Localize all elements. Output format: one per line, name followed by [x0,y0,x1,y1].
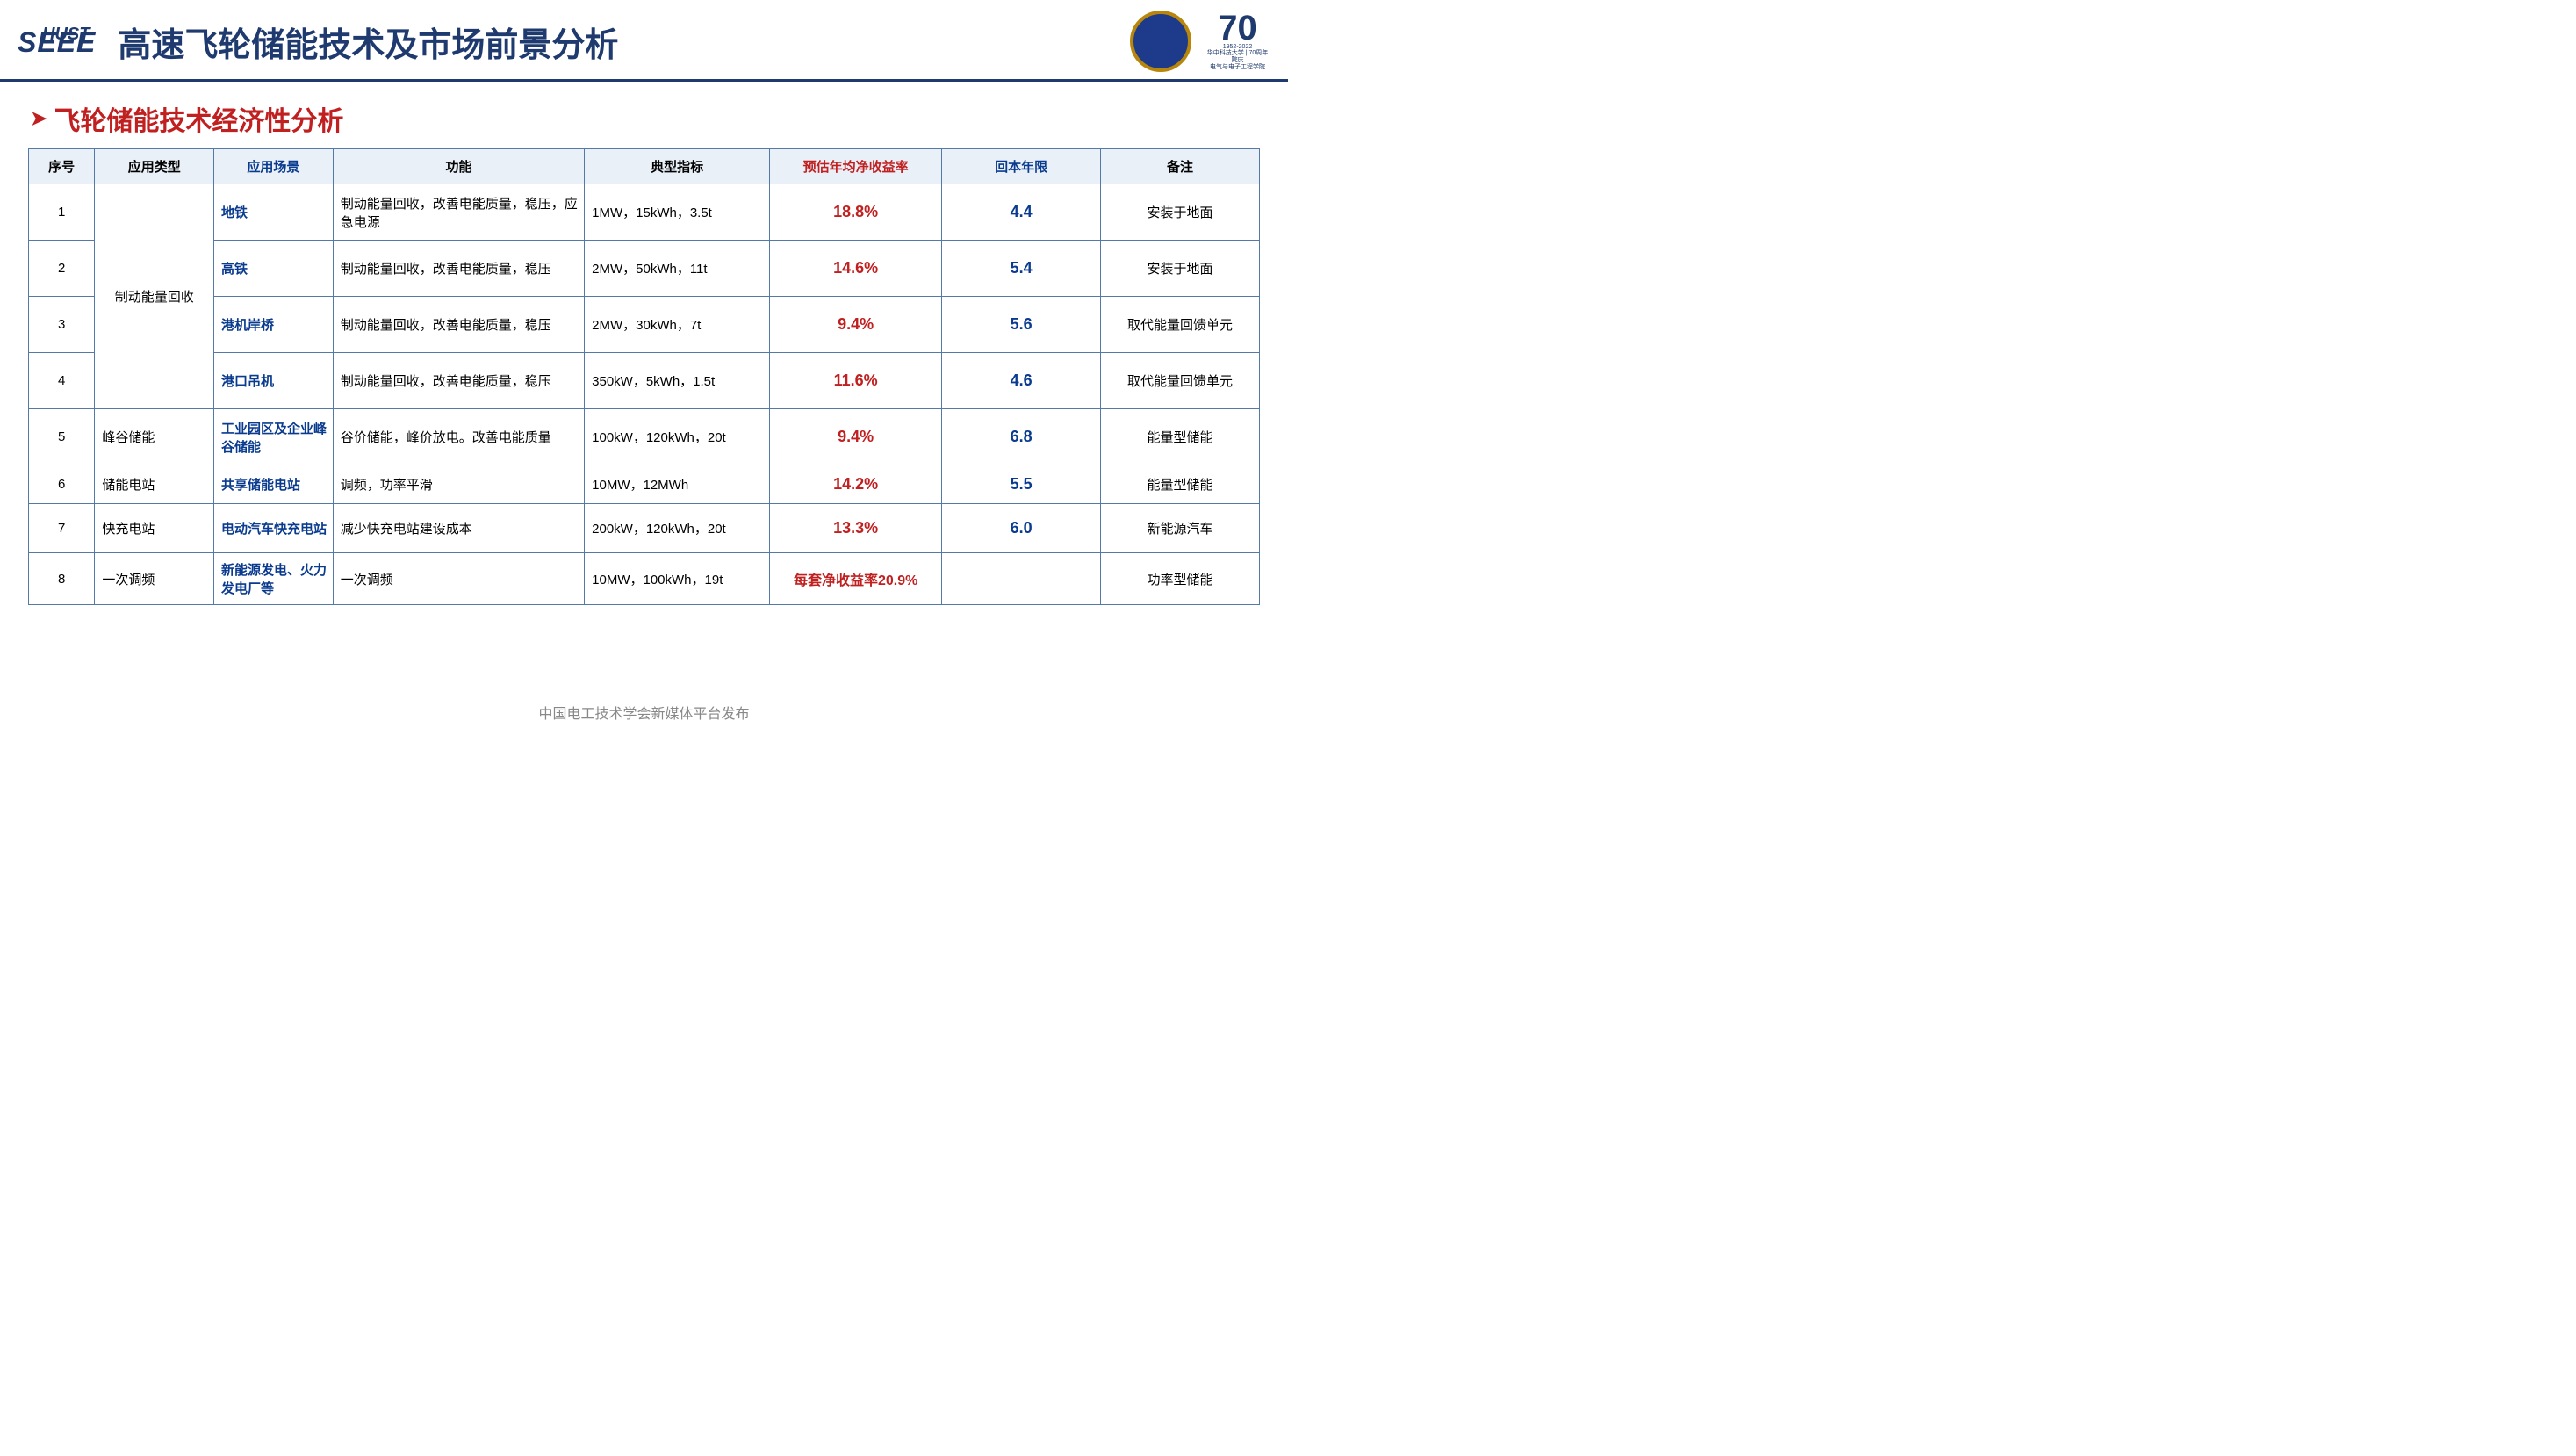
cell-years: 4.4 [942,184,1101,241]
table-row: 1 制动能量回收 地铁 制动能量回收，改善电能质量，稳压，应急电源 1MW，15… [29,184,1260,241]
cell-rate: 14.2% [770,465,942,504]
th-scene: 应用场景 [214,149,334,184]
cell-scene: 共享储能电站 [214,465,334,504]
cell-spec: 100kW，120kWh，20t [585,409,770,465]
th-func: 功能 [333,149,584,184]
cell-spec: 350kW，5kWh，1.5t [585,353,770,409]
table-header: 序号 应用类型 应用场景 功能 典型指标 预估年均净收益率 回本年限 备注 [29,149,1260,184]
cell-note: 安装于地面 [1101,184,1260,241]
cell-note: 取代能量回馈单元 [1101,297,1260,353]
cell-note: 取代能量回馈单元 [1101,353,1260,409]
cell-idx: 5 [29,409,95,465]
cell-idx: 7 [29,504,95,553]
cell-rate: 每套净收益率20.9% [770,553,942,605]
cell-rate: 9.4% [770,297,942,353]
cell-spec: 2MW，30kWh，7t [585,297,770,353]
cell-spec: 10MW，12MWh [585,465,770,504]
cell-scene: 港机岸桥 [214,297,334,353]
cell-idx: 3 [29,297,95,353]
cell-func: 制动能量回收，改善电能质量，稳压 [333,241,584,297]
cell-years: 6.8 [942,409,1101,465]
cell-func: 制动能量回收，改善电能质量，稳压，应急电源 [333,184,584,241]
cell-idx: 4 [29,353,95,409]
cell-scene: 港口吊机 [214,353,334,409]
cell-years: 6.0 [942,504,1101,553]
cell-spec: 10MW，100kWh，19t [585,553,770,605]
cell-func: 谷价储能，峰价放电。改善电能质量 [333,409,584,465]
cell-idx: 1 [29,184,95,241]
economics-table: 序号 应用类型 应用场景 功能 典型指标 预估年均净收益率 回本年限 备注 1 … [28,148,1260,605]
badge-70-number: 70 [1218,12,1257,44]
cell-type: 一次调频 [95,553,214,605]
th-type: 应用类型 [95,149,214,184]
section-heading: 飞轮储能技术经济性分析 [54,99,343,138]
cell-note: 功率型储能 [1101,553,1260,605]
cell-scene: 电动汽车快充电站 [214,504,334,553]
th-years: 回本年限 [942,149,1101,184]
cell-years: 5.6 [942,297,1101,353]
cell-note: 能量型储能 [1101,409,1260,465]
table-row: 8 一次调频 新能源发电、火力发电厂等 一次调频 10MW，100kWh，19t… [29,553,1260,605]
th-spec: 典型指标 [585,149,770,184]
cell-rate: 18.8% [770,184,942,241]
cell-idx: 2 [29,241,95,297]
cell-note: 新能源汽车 [1101,504,1260,553]
table-row: 3 港机岸桥 制动能量回收，改善电能质量，稳压 2MW，30kWh，7t 9.4… [29,297,1260,353]
cell-func: 减少快充电站建设成本 [333,504,584,553]
anniversary-70-badge: 70 1952-2022 华中科技大学 | 70周年院庆 电气与电子工程学院 [1205,11,1270,72]
cell-rate: 11.6% [770,353,942,409]
cell-func: 调频，功率平滑 [333,465,584,504]
cell-func: 制动能量回收，改善电能质量，稳压 [333,297,584,353]
cell-idx: 6 [29,465,95,504]
cell-func: 一次调频 [333,553,584,605]
cell-years [942,553,1101,605]
cell-idx: 8 [29,553,95,605]
page-title: 高速飞轮储能技术及市场前景分析 [118,18,1130,66]
cell-scene: 工业园区及企业峰谷储能 [214,409,334,465]
badge-70-line3: 电气与电子工程学院 [1210,64,1265,71]
university-seal-icon [1130,11,1191,72]
cell-spec: 1MW，15kWh，3.5t [585,184,770,241]
cell-note: 能量型储能 [1101,465,1260,504]
th-rate: 预估年均净收益率 [770,149,942,184]
th-note: 备注 [1101,149,1260,184]
cell-spec: 2MW，50kWh，11t [585,241,770,297]
hust-seee-logo: HUST SEEE [18,29,96,54]
cell-rate: 13.3% [770,504,942,553]
cell-type: 储能电站 [95,465,214,504]
header-badges: 70 1952-2022 华中科技大学 | 70周年院庆 电气与电子工程学院 [1130,11,1270,72]
table-header-row: 序号 应用类型 应用场景 功能 典型指标 预估年均净收益率 回本年限 备注 [29,149,1260,184]
cell-rate: 9.4% [770,409,942,465]
table-row: 4 港口吊机 制动能量回收，改善电能质量，稳压 350kW，5kWh，1.5t … [29,353,1260,409]
badge-70-line2: 华中科技大学 | 70周年院庆 [1205,50,1270,63]
cell-spec: 200kW，120kWh，20t [585,504,770,553]
section-heading-row: ➤ 飞轮储能技术经济性分析 [0,82,1288,148]
table-row: 6 储能电站 共享储能电站 调频，功率平滑 10MW，12MWh 14.2% 5… [29,465,1260,504]
cell-type: 峰谷储能 [95,409,214,465]
cell-scene: 地铁 [214,184,334,241]
th-index: 序号 [29,149,95,184]
table-row: 5 峰谷储能 工业园区及企业峰谷储能 谷价储能，峰价放电。改善电能质量 100k… [29,409,1260,465]
watermark-text: 中国电工技术学会新媒体平台发布 [538,702,749,723]
table-container: 序号 应用类型 应用场景 功能 典型指标 预估年均净收益率 回本年限 备注 1 … [0,148,1288,605]
cell-scene: 新能源发电、火力发电厂等 [214,553,334,605]
table-body: 1 制动能量回收 地铁 制动能量回收，改善电能质量，稳压，应急电源 1MW，15… [29,184,1260,605]
cell-func: 制动能量回收，改善电能质量，稳压 [333,353,584,409]
bullet-arrow-icon: ➤ [31,107,47,130]
table-row: 7 快充电站 电动汽车快充电站 减少快充电站建设成本 200kW，120kWh，… [29,504,1260,553]
cell-type: 快充电站 [95,504,214,553]
cell-scene: 高铁 [214,241,334,297]
cell-note: 安装于地面 [1101,241,1260,297]
cell-years: 5.5 [942,465,1101,504]
cell-years: 4.6 [942,353,1101,409]
cell-type-merged: 制动能量回收 [95,184,214,409]
logo-top-text: HUST [42,27,90,41]
cell-years: 5.4 [942,241,1101,297]
cell-rate: 14.6% [770,241,942,297]
table-row: 2 高铁 制动能量回收，改善电能质量，稳压 2MW，50kWh，11t 14.6… [29,241,1260,297]
header-bar: HUST SEEE 高速飞轮储能技术及市场前景分析 70 1952-2022 华… [0,0,1288,82]
